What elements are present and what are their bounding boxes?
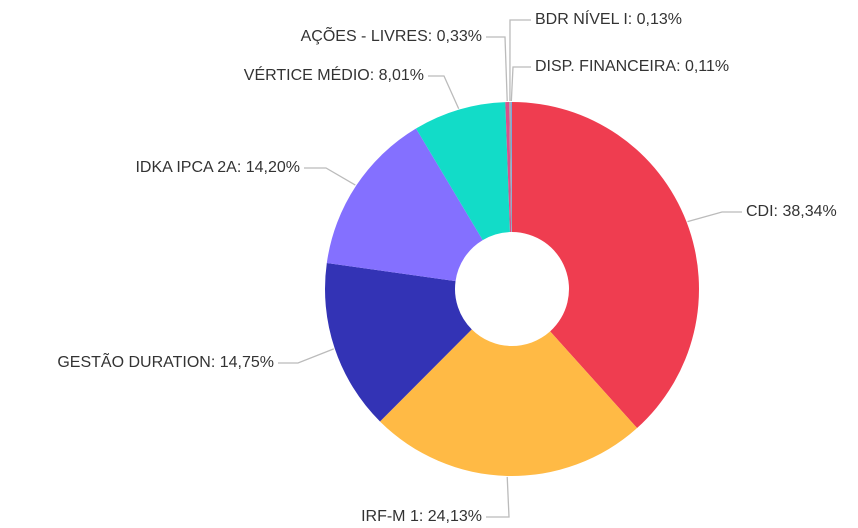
leader-line	[509, 19, 531, 102]
data-label: IDKA IPCA 2A: 14,20%	[135, 159, 300, 176]
pie-slice	[509, 102, 512, 233]
pie-slice	[380, 329, 638, 477]
pie-slice	[505, 102, 512, 233]
leader-line	[510, 66, 531, 102]
leader-line	[428, 75, 460, 109]
leader-line	[278, 348, 335, 364]
data-label: GESTÃO DURATION: 14,75%	[57, 351, 274, 371]
data-label: IRF-M 1: 24,13%	[361, 508, 482, 525]
leader-line	[486, 36, 508, 102]
leader-line	[687, 211, 742, 223]
pie-slice	[512, 102, 699, 429]
leader-line	[486, 476, 510, 518]
leader-line	[304, 167, 356, 186]
data-label: AÇÕES - LIVRES: 0,33%	[301, 25, 482, 45]
pie-slice	[416, 102, 510, 241]
data-label: CDI: 38,34%	[746, 203, 837, 220]
data-label: BDR NÍVEL I: 0,13%	[535, 9, 682, 28]
data-label: VÉRTICE MÉDIO: 8,01%	[244, 65, 424, 84]
pie-slice	[510, 102, 512, 233]
pie-slice	[325, 263, 472, 422]
pie-slice	[326, 128, 483, 282]
data-label: DISP. FINANCEIRA: 0,11%	[535, 58, 729, 75]
